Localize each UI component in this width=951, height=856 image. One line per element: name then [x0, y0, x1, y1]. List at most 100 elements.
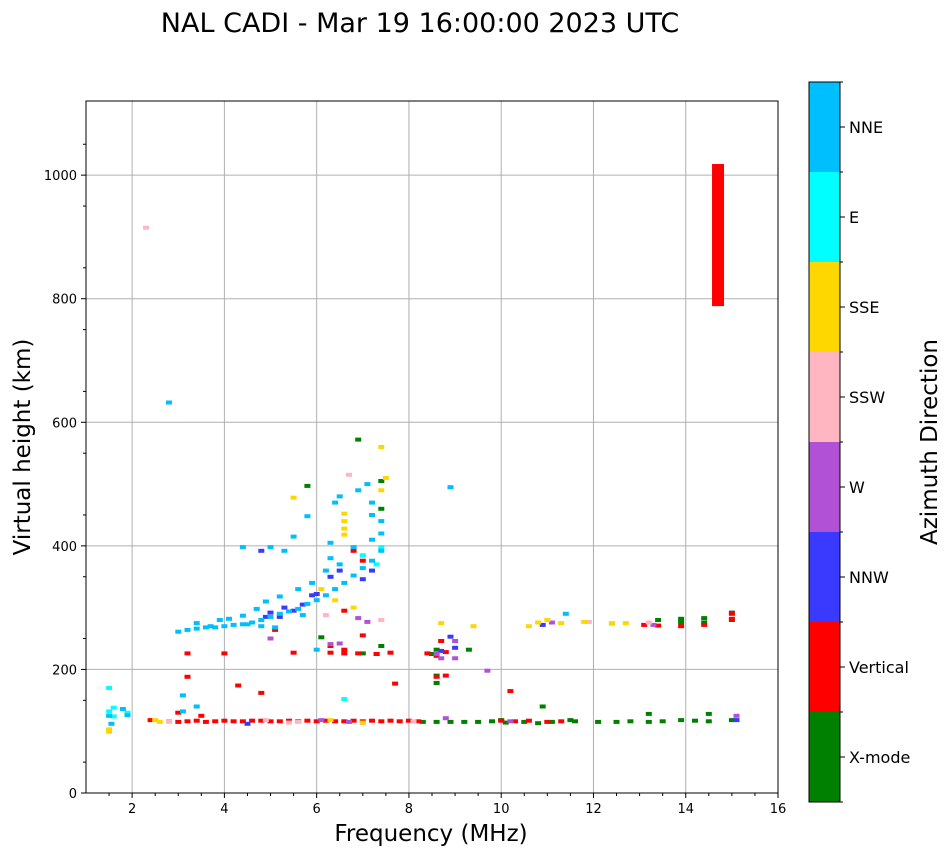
echo-point-nnw: [438, 648, 445, 653]
echo-point-nne: [202, 625, 209, 630]
echo-point-sse: [558, 621, 565, 626]
echo-point-vertical: [267, 719, 274, 724]
x-tick-label: 12: [585, 802, 602, 817]
echo-point-vertical: [249, 718, 256, 723]
echo-point-nne: [378, 548, 385, 553]
colorbar-frame: [808, 81, 841, 803]
x-tick-label: 8: [405, 802, 413, 817]
echo-point-x-mode: [465, 647, 472, 652]
echo-point-ssw: [378, 618, 385, 622]
echo-point-nne: [369, 513, 375, 517]
y-tick-label: 400: [52, 540, 77, 555]
echo-point-e: [110, 705, 117, 710]
echo-point-nne: [295, 587, 302, 592]
echo-point-nne: [322, 593, 329, 598]
echo-point-nne: [175, 629, 182, 634]
echo-point-vertical: [198, 713, 205, 718]
echo-point-x-mode: [433, 647, 440, 652]
echo-point-x-mode: [678, 718, 685, 723]
echo-point-vertical: [258, 718, 265, 723]
echo-point-nne: [341, 580, 348, 585]
colorbar-tick-label: NNW: [849, 568, 889, 587]
echo-point-nne: [336, 562, 343, 567]
echo-point-x-mode: [659, 719, 666, 724]
echo-point-sse: [525, 624, 532, 629]
echo-point-nne: [179, 693, 186, 698]
echo-point-w: [355, 616, 362, 621]
echo-point-w: [452, 656, 459, 661]
echo-point-vertical: [350, 548, 357, 553]
echo-point-x-mode: [489, 719, 495, 724]
echo-point-vertical: [507, 689, 514, 694]
echo-point-e: [378, 545, 385, 550]
echo-point-x-mode: [567, 718, 574, 723]
echo-point-w: [318, 718, 325, 723]
echo-point-sse: [608, 621, 615, 626]
echo-point-nnw: [452, 645, 459, 650]
echo-point-w: [452, 639, 459, 643]
echo-point-w: [364, 619, 371, 624]
colorbar-segment: [809, 262, 840, 352]
echo-point-nnw: [290, 608, 297, 613]
echo-point-vertical: [728, 611, 735, 616]
echo-point-nne: [295, 606, 302, 611]
echo-point-x-mode: [539, 704, 546, 709]
echo-point-w: [442, 716, 449, 721]
echo-point-nne: [267, 614, 274, 619]
echo-point-sse: [106, 729, 113, 734]
echo-point-nne: [369, 500, 375, 505]
echo-point-e: [106, 686, 113, 690]
echo-point-vertical: [442, 673, 449, 678]
x-tick-label: 10: [493, 802, 510, 817]
echo-point-x-mode: [535, 721, 542, 726]
echo-point-nne: [124, 713, 131, 718]
echo-point-sse: [470, 624, 477, 629]
echo-point-x-mode: [655, 618, 662, 622]
echo-point-nne: [327, 556, 334, 561]
echo-point-nnw: [299, 602, 306, 607]
echo-point-nne: [239, 545, 246, 550]
echo-point-nnw: [313, 592, 320, 596]
echo-point-sse: [152, 718, 159, 723]
echo-point-nne: [258, 618, 265, 622]
grid-lines: [86, 101, 779, 794]
echo-point-nne: [562, 611, 569, 616]
echo-point-x-mode: [572, 719, 578, 724]
echo-point-nnw: [369, 568, 375, 573]
echo-point-sse: [378, 488, 385, 493]
colorbar-tick-label: Vertical: [849, 658, 909, 677]
echo-point-ssw: [585, 619, 592, 624]
echo-point-x-mode: [705, 711, 712, 716]
echo-point-nne: [286, 609, 292, 614]
echo-point-w: [733, 713, 740, 718]
colorbar-tick-label: SSW: [849, 388, 885, 407]
echo-point-sse: [341, 511, 348, 516]
colorbar-tick-label: W: [849, 478, 865, 497]
echo-point-ssw: [322, 613, 329, 618]
echo-point-nne: [179, 709, 186, 714]
echo-point-nne: [267, 545, 274, 550]
echo-point-x-mode: [429, 652, 435, 656]
colorbar-segment: [809, 712, 840, 802]
echo-point-vertical: [184, 651, 191, 656]
echo-point-vertical: [442, 650, 449, 655]
echo-point-nne: [304, 601, 311, 606]
echo-point-x-mode: [447, 719, 454, 724]
echo-point-x-mode: [318, 635, 325, 640]
azimuth-colorbar: X-mode Vertical NNW W SSW SSE E NNE: [808, 81, 910, 803]
echo-point-x-mode: [548, 719, 555, 724]
y-tick-label: 200: [52, 663, 77, 678]
colorbar-segment: [809, 352, 840, 442]
echo-point-nne: [350, 545, 357, 550]
echo-point-x-mode: [359, 651, 366, 656]
echo-point-nne: [369, 558, 375, 563]
echo-point-vertical: [355, 651, 362, 656]
echo-point-sse: [581, 619, 588, 624]
echo-point-vertical: [304, 718, 311, 723]
echo-point-nne: [262, 599, 269, 604]
echo-point-vertical: [433, 674, 440, 679]
echo-point-vertical: [221, 651, 228, 656]
echo-point-vertical: [678, 624, 685, 629]
echo-point-vertical: [396, 719, 403, 724]
echo-point-nne: [184, 627, 191, 632]
